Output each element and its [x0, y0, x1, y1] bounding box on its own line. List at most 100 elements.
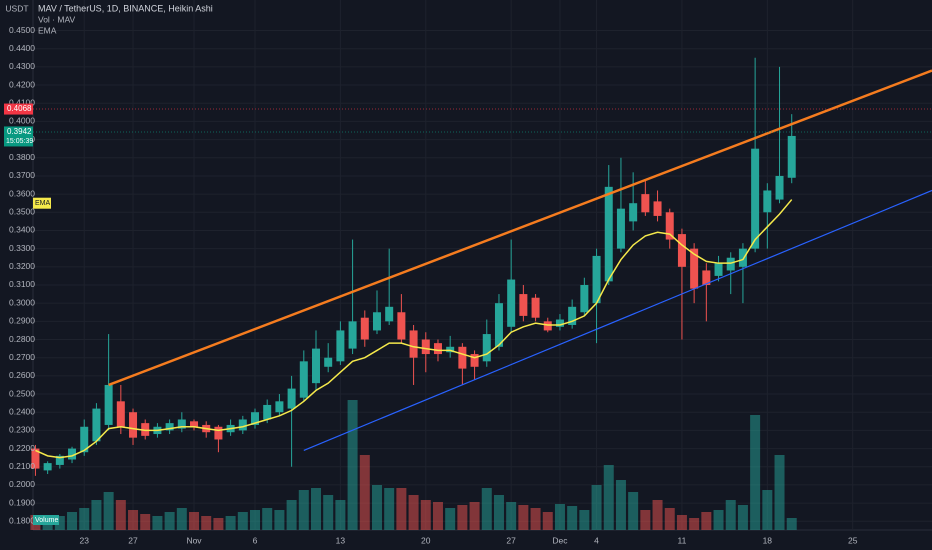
trendline — [303, 189, 932, 451]
y-tick-label: 0.3300 — [9, 243, 35, 253]
volume-bar — [750, 415, 761, 530]
candle-body — [738, 248, 747, 267]
y-tick-label: 0.3000 — [9, 297, 35, 307]
volume-bar — [347, 400, 358, 530]
candle-body — [238, 419, 247, 431]
candle-body — [190, 421, 199, 427]
volume-bar — [628, 492, 639, 530]
candle-body — [80, 426, 89, 453]
volume-bar — [115, 500, 126, 530]
candle-body — [519, 294, 528, 316]
candle-body — [324, 357, 333, 367]
y-tick-label: 0.1900 — [9, 497, 35, 507]
volume-bar — [445, 508, 456, 530]
x-tick-label: Dec — [552, 535, 568, 545]
volume-bar — [298, 490, 309, 530]
x-tick-label: 18 — [763, 535, 773, 545]
volume-bar — [713, 510, 724, 530]
price-label: 0.3942 — [7, 127, 32, 136]
volume-bar — [225, 516, 236, 530]
ema-tag — [33, 197, 51, 209]
price-countdown: 15:05:39 — [6, 138, 33, 145]
volume-bar — [250, 510, 261, 530]
volume-bar — [640, 510, 651, 530]
x-tick-label: Nov — [186, 535, 202, 545]
volume-bar — [67, 512, 78, 530]
volume-bar — [493, 495, 504, 530]
volume-bar — [164, 512, 175, 530]
y-tick-label: 0.4500 — [9, 25, 35, 35]
volume-bar — [396, 488, 407, 530]
candle-body — [397, 312, 406, 340]
volume-bar — [189, 512, 200, 530]
candle-body — [470, 354, 479, 367]
volume-bar — [54, 516, 65, 530]
candle-body — [31, 448, 40, 469]
candle-body — [568, 306, 577, 325]
candle-body — [604, 186, 613, 282]
candle-body — [702, 270, 711, 285]
y-tick-label: 0.4000 — [9, 116, 35, 126]
y-tick-label: 0.2800 — [9, 334, 35, 344]
volume-bar — [359, 455, 370, 530]
candle-body — [421, 339, 430, 355]
volume-bar — [432, 502, 443, 530]
candle-body — [177, 419, 186, 429]
volume-bar — [140, 514, 151, 530]
y-tick-label: 0.2500 — [9, 388, 35, 398]
volume-bar — [591, 485, 602, 530]
volume-bar — [384, 488, 395, 530]
candle-body — [251, 412, 260, 425]
volume-bar — [176, 508, 187, 530]
volume-bar — [237, 512, 248, 530]
y-tick-label: 0.4100 — [9, 97, 35, 107]
volume-bar — [676, 515, 687, 530]
volume-bar — [603, 465, 614, 530]
x-tick-label: 27 — [506, 535, 516, 545]
candle-body — [531, 297, 540, 318]
legend-volume: Vol · MAV — [38, 14, 75, 24]
volume-bar — [567, 506, 578, 530]
candle-body — [616, 208, 625, 249]
volume-bar — [213, 518, 224, 530]
volume-bar — [420, 500, 431, 530]
volume-bar — [725, 500, 736, 530]
chart-title: MAV / TetherUS, 1D, BINANCE, Heikin Ashi — [38, 3, 213, 13]
y-tick-label: 0.2700 — [9, 352, 35, 362]
volume-bar — [786, 518, 797, 530]
price-tag — [4, 103, 33, 115]
x-tick-label: 4 — [594, 535, 599, 545]
x-tick-label: 13 — [336, 535, 346, 545]
y-tick-label: 0.2400 — [9, 406, 35, 416]
legend-ema: EMA — [38, 25, 57, 35]
volume-bar — [128, 510, 139, 530]
candle-body — [555, 319, 564, 327]
volume-bar — [335, 500, 346, 530]
volume-bar — [152, 516, 163, 530]
y-tick-label: 0.2300 — [9, 425, 35, 435]
candle-body — [690, 248, 699, 289]
candle-body — [787, 135, 796, 178]
volume-tag-label: Volume — [35, 517, 58, 524]
candle-body — [775, 175, 784, 200]
candle-body — [263, 404, 272, 420]
volume-tag — [33, 515, 59, 525]
candle-body — [641, 194, 650, 213]
candle-body — [116, 401, 125, 427]
candle-body — [385, 306, 394, 322]
candle-body — [653, 201, 662, 216]
candle-body — [372, 312, 381, 331]
volume-bar — [652, 500, 663, 530]
candle-body — [665, 212, 674, 240]
candle-body — [214, 426, 223, 440]
ema-line — [35, 199, 793, 459]
candle-body — [751, 148, 760, 249]
candle-body — [299, 361, 308, 398]
volume-bar — [615, 480, 626, 530]
volume-bar — [310, 488, 321, 530]
candle-body — [629, 203, 638, 222]
volume-bar — [554, 504, 565, 530]
y-tick-label: 0.1800 — [9, 516, 35, 526]
